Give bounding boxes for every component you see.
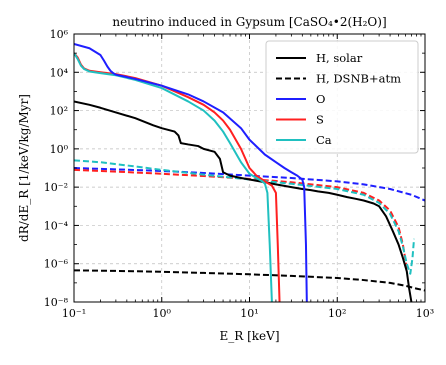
x-tick-label: 10¹	[240, 307, 258, 320]
legend-label: Ca	[316, 133, 332, 147]
x-tick-label: 10⁻¹	[62, 307, 86, 320]
chart-title: neutrino induced in Gypsum [CaSO₄•2(H₂O)…	[112, 15, 386, 29]
y-tick-label: 10⁴	[50, 66, 69, 79]
series-line-h-dsnb-atm-dashed	[74, 269, 425, 292]
series-line-o	[74, 43, 308, 302]
legend-label: O	[316, 92, 325, 106]
y-tick-label: 10²	[50, 105, 68, 118]
y-tick-label: 10⁶	[50, 28, 69, 41]
x-axis-label: E_R [keV]	[219, 329, 279, 343]
y-tick-label: 10⁻²	[44, 181, 68, 194]
y-tick-label: 10⁻⁶	[44, 258, 69, 271]
legend-box	[265, 40, 419, 154]
series-line-ca	[74, 52, 273, 302]
y-tick-label: 10⁻⁴	[44, 219, 69, 232]
series-line-s-dashed	[74, 168, 408, 270]
legend-label: S	[316, 113, 324, 127]
x-tick-label: 10³	[416, 307, 434, 320]
y-tick-label: 10⁰	[50, 143, 69, 156]
legend-label: H, solar	[316, 51, 363, 65]
series-line-ca-dashed	[74, 159, 416, 275]
x-tick-label: 10²	[328, 307, 346, 320]
legend: H, solar H, DSNB+atm OS Ca	[265, 40, 419, 154]
legend-label: H, DSNB+atm	[316, 72, 401, 86]
curves-layer	[74, 43, 425, 302]
x-tick-label: 10⁰	[153, 307, 172, 320]
y-axis-label: dR/dE_R [1/keV/kg/Myr]	[17, 94, 31, 242]
y-tick-label: 10⁻⁸	[44, 296, 69, 309]
series-line-o-dashed	[74, 167, 425, 202]
ticks-layer: 10⁻¹ 10⁰ 10¹ 10² 10³ 10⁻⁸ 10⁻⁶ 10⁻⁴ 10⁻² 10⁰ 10² 10…	[44, 28, 434, 320]
